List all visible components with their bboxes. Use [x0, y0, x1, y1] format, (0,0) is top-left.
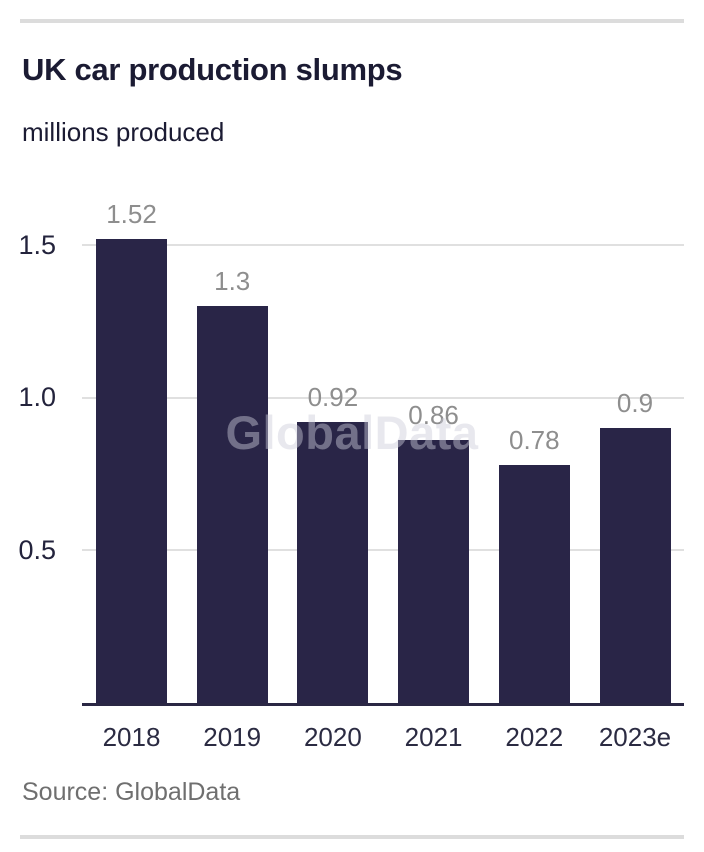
x-axis-tick-label: 2019 — [203, 722, 262, 752]
y-axis-tick-label: 0.5 — [18, 534, 56, 565]
bar-value-label: 0.9 — [616, 388, 654, 419]
bar-2021 — [398, 440, 470, 703]
x-axis-tick-label: 2021 — [404, 722, 463, 752]
gridline-1.5 — [82, 244, 684, 246]
x-axis-tick-label: 2023e — [598, 722, 672, 752]
x-axis-tick-label: 2022 — [505, 722, 564, 752]
bar-value-label: 0.92 — [307, 382, 359, 413]
x-axis-tick-label: 2020 — [303, 722, 362, 752]
source-attribution: Source: GlobalData — [22, 778, 241, 806]
x-axis-line — [82, 703, 684, 706]
chart-subtitle: millions produced — [22, 117, 225, 147]
y-axis-tick-label: 1.0 — [18, 382, 56, 413]
gridline-0.5 — [82, 549, 684, 552]
x-axis-tick-label: 2018 — [102, 722, 161, 752]
bar-value-label: 1.3 — [214, 266, 251, 297]
chart-title: UK car production slumps — [22, 52, 403, 87]
y-axis-tick-label: 1.5 — [18, 229, 56, 260]
bar-2019 — [196, 306, 268, 703]
gridline-1.0 — [82, 396, 684, 399]
bar-2022 — [498, 464, 570, 703]
bar-2020 — [297, 422, 369, 703]
bar-2023e — [599, 428, 671, 703]
top-divider — [20, 19, 684, 23]
bar-2018 — [96, 238, 167, 703]
bar-value-label: 0.86 — [408, 400, 459, 431]
bar-value-label: 1.52 — [106, 198, 157, 229]
bottom-divider — [20, 835, 684, 839]
bar-value-label: 0.78 — [508, 424, 560, 455]
